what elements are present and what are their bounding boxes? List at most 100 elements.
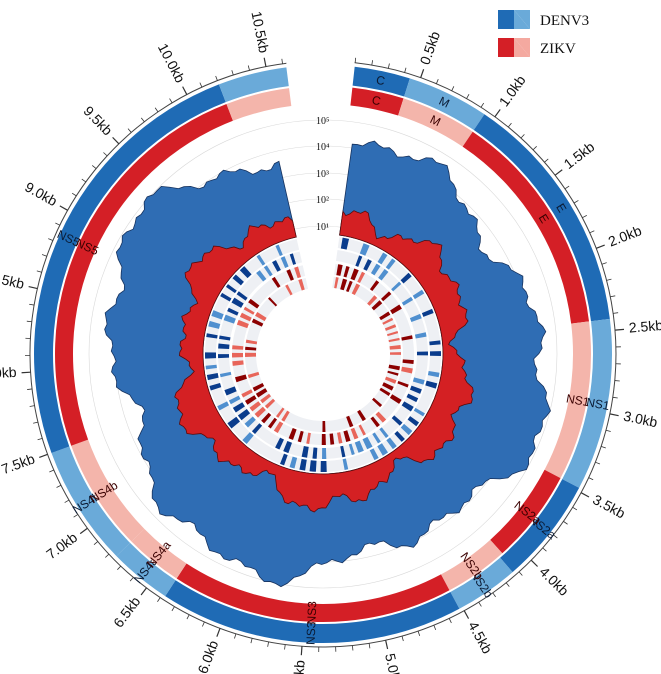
genome-segment-rings: CMENS1NS2aNS2bNS3NS4aNS4bNS5CMENS1NS2aNS…	[34, 66, 613, 645]
denv-outer-ring-variant-mark	[377, 252, 388, 265]
denv-inner-ring-variant-mark	[416, 351, 428, 356]
zikv-outer-ring-variant-mark	[381, 291, 392, 302]
minor-tick	[26, 320, 32, 323]
tick-label-1-0kb: 1.0kb	[496, 72, 529, 109]
minor-tick	[613, 312, 619, 314]
major-tick	[216, 628, 221, 637]
axis-baseline	[29, 62, 617, 648]
minor-tick	[601, 262, 607, 265]
major-tick	[21, 371, 31, 374]
zikv-outer-ring-variant-mark	[232, 345, 244, 350]
minor-tick	[41, 254, 47, 257]
denv-outer-ring-variant-mark	[280, 453, 288, 466]
denv-segment-ns4a	[116, 542, 176, 597]
zikv-outer-ring-variant-mark	[267, 417, 278, 429]
major-tick	[494, 109, 501, 118]
denv-outer-ring-variant-mark	[225, 284, 237, 294]
denv-inner-ring-variant-mark	[391, 281, 402, 292]
zikv-outer-ring-variant-mark	[402, 359, 414, 365]
denv-outer-ring-variant-mark	[413, 407, 425, 417]
scale-label-1e3: 10³	[316, 169, 329, 180]
minor-tick	[202, 621, 205, 627]
denv-outer-ring-variant-mark	[299, 458, 307, 471]
denv-segment-ns2a	[500, 479, 580, 573]
zikv-inner-ring-variant-mark	[389, 352, 402, 355]
minor-tick	[215, 75, 218, 81]
zikv-inner-ring-variant-mark	[245, 339, 258, 345]
minor-tick	[284, 644, 286, 650]
major-tick	[39, 453, 48, 458]
variant-heat-rings	[204, 237, 442, 473]
denv-inner-ring-variant-mark	[372, 432, 381, 444]
minor-tick	[588, 477, 594, 481]
minor-tick	[492, 592, 496, 598]
minor-tick	[267, 641, 269, 647]
minor-tick	[582, 215, 587, 219]
zikv-outer-ring-variant-mark	[245, 395, 257, 405]
minor-tick	[247, 65, 250, 71]
denv-inner-ring-variant-mark	[232, 402, 245, 413]
zikv-inner-ring-variant-mark	[340, 278, 348, 291]
zikv-inner-ring-variant-mark	[382, 317, 394, 325]
minor-tick	[93, 541, 99, 545]
zikv-outer-ring-variant-mark	[350, 427, 359, 440]
minor-tick	[478, 601, 482, 607]
minor-tick	[606, 278, 612, 281]
scale-label-1e1: 10¹	[316, 222, 329, 233]
minor-tick	[564, 185, 570, 190]
tick-label-1-5kb: 1.5kb	[561, 138, 598, 172]
major-tick	[59, 205, 68, 211]
coverage-log-scale: 10⁵ 10⁴ 10³ 10² 10¹	[316, 116, 330, 233]
minor-tick	[250, 638, 253, 644]
denv-outer-ring-variant-mark	[377, 443, 388, 456]
zikv-inner-ring-variant-mark	[367, 295, 378, 306]
zikv-outer-ring-variant-mark	[271, 276, 281, 288]
zikv-segment-label-ns3: NS3	[304, 600, 319, 624]
minor-tick	[520, 134, 525, 139]
denv-outer-ring-variant-mark	[204, 352, 217, 359]
zikv-inner-ring-variant-mark	[264, 398, 276, 409]
denv-segment-e	[473, 114, 610, 322]
zikv-inner-ring-variant-mark	[384, 324, 397, 331]
denv-inner-ring-variant-mark	[244, 416, 256, 428]
denv-inner-ring-variant-mark	[218, 354, 230, 359]
zikv-inner-ring-variant-mark	[247, 371, 260, 379]
denv-outer-ring-variant-mark	[206, 333, 218, 339]
zikv-outer-ring-variant-mark	[241, 389, 253, 398]
minor-tick	[56, 484, 62, 488]
minor-tick	[36, 270, 42, 273]
zikv-outer-ring-variant-mark	[357, 271, 366, 284]
zikv-outer-ring-variant-mark	[232, 352, 244, 358]
denv-outer-ring-variant-mark	[429, 351, 441, 356]
denv-outer-ring-variant-mark	[386, 437, 397, 450]
denv-inner-ring-variant-mark	[301, 446, 309, 458]
zikv-inner-ring-variant-mark	[252, 382, 265, 392]
zikv-segment-ns2b	[440, 539, 503, 591]
minor-tick	[451, 86, 455, 91]
zikv-coverage-area	[174, 210, 474, 513]
denv-outer-ring-variant-mark	[206, 373, 219, 381]
major-tick	[554, 169, 563, 176]
denv-inner-ring-variant-mark	[355, 255, 363, 267]
denv-inner-ring-variant-mark	[227, 307, 239, 316]
zikv-outer-ring-variant-mark	[350, 268, 359, 281]
minor-tick	[544, 158, 549, 163]
zikv-outer-ring-variant-mark	[243, 306, 255, 315]
minor-tick	[354, 57, 357, 63]
tick-label-10-0kb: 10.0kb	[155, 41, 189, 86]
minor-tick	[81, 178, 87, 183]
denv-inner-ring-variant-mark	[401, 296, 414, 306]
denv-outer-ring-variant-mark	[227, 416, 240, 429]
denv-inner-ring-variant-mark	[406, 393, 419, 403]
zikv-inner-ring-variant-mark	[351, 283, 361, 296]
denv-segment-label-c: C	[375, 73, 387, 89]
zikv-inner-ring-variant-mark	[275, 407, 285, 418]
zikv-outer-ring-variant-mark	[288, 428, 297, 440]
denv-inner-ring-variant-mark	[251, 423, 263, 435]
tick-label-4-0kb: 4.0kb	[536, 563, 572, 599]
legend-swatch-denv3-dark	[498, 10, 514, 29]
denv-inner-ring-variant-mark	[379, 427, 389, 439]
tick-label-6-5kb: 6.5kb	[110, 593, 144, 630]
tick-label-8-0kb: 8.0kb	[0, 364, 17, 382]
minor-tick	[129, 577, 134, 582]
